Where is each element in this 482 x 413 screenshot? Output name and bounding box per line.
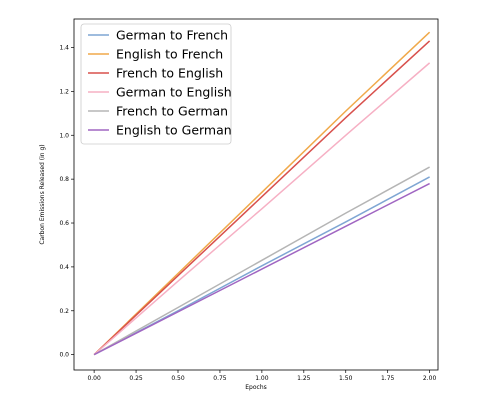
- y-tick-label: 0.2: [59, 308, 69, 315]
- series-line-1: [93, 176, 430, 356]
- y-tick-label: 1.4: [59, 45, 69, 52]
- legend-label: German to French: [116, 28, 228, 43]
- legend-label: French to German: [116, 104, 228, 119]
- series-line-5: [93, 166, 430, 356]
- x-tick-label: 0.50: [171, 375, 185, 382]
- y-tick-label: 0.6: [59, 220, 69, 227]
- x-tick-label: 1.25: [297, 375, 311, 382]
- x-tick-label: 0.00: [87, 375, 101, 382]
- x-tick-label: 0.75: [213, 375, 227, 382]
- x-tick-label: 1.50: [339, 375, 353, 382]
- y-tick-label: 1.2: [59, 88, 69, 95]
- x-tick-label: 1.00: [255, 375, 269, 382]
- series-line-4: [93, 62, 431, 356]
- y-tick-label: 1.0: [59, 132, 69, 139]
- legend-label: English to German: [116, 123, 232, 138]
- legend-label: German to English: [116, 85, 232, 100]
- x-axis-label: Epochs: [245, 384, 267, 391]
- legend-label: French to English: [116, 66, 223, 81]
- y-axis: 0.0 0.2 0.4 0.6 0.8 1.0 1.2 1.4: [59, 45, 74, 359]
- y-tick-label: 0.0: [59, 352, 69, 359]
- plot-frame: [73, 18, 439, 371]
- series-line-3: [93, 40, 431, 356]
- x-tick-label: 2.00: [423, 375, 437, 382]
- legend-label: English to French: [116, 47, 223, 62]
- x-axis: 0.00 0.25 0.50 0.75 1.00 1.25 1.50 1.75 2.00: [87, 370, 436, 382]
- y-tick-label: 0.4: [59, 264, 69, 271]
- legend: German to French English to French French …: [80, 23, 232, 145]
- y-axis-label: Carbon Emissions Released (in g): [39, 144, 46, 244]
- x-tick-label: 1.75: [381, 375, 395, 382]
- legend-box: [80, 23, 232, 145]
- y-tick-label: 0.8: [59, 176, 69, 183]
- series-line-2: [93, 31, 431, 356]
- series-line-6: [93, 182, 430, 356]
- plot-area: [93, 31, 431, 356]
- x-tick-label: 0.25: [129, 375, 143, 382]
